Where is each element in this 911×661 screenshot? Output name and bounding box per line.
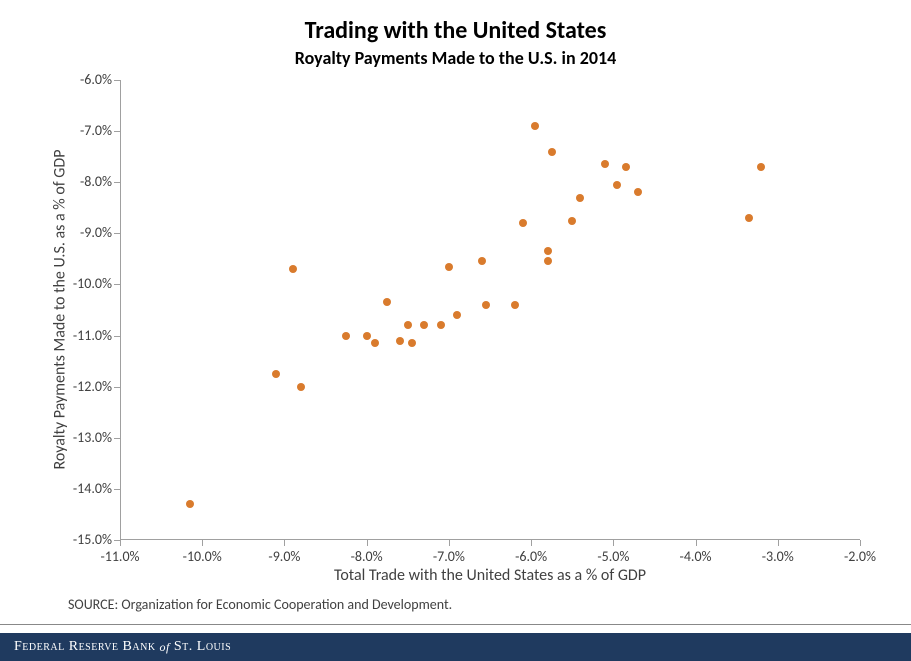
scatter-point <box>568 217 576 225</box>
scatter-point <box>383 298 391 306</box>
scatter-point <box>363 332 371 340</box>
y-tick-label: -15.0% <box>42 531 112 548</box>
y-tick-label: -10.0% <box>42 275 112 292</box>
scatter-point <box>404 321 412 329</box>
x-tick-mark <box>367 540 368 546</box>
y-tick-mark <box>114 387 120 388</box>
y-tick-label: -12.0% <box>42 378 112 395</box>
y-tick-label: -11.0% <box>42 327 112 344</box>
scatter-point <box>544 257 552 265</box>
x-tick-label: -8.0% <box>337 548 397 565</box>
scatter-point <box>371 339 379 347</box>
x-tick-label: -5.0% <box>583 548 643 565</box>
scatter-point <box>511 301 519 309</box>
chart-subtitle: Royalty Payments Made to the U.S. in 201… <box>0 47 911 69</box>
scatter-point <box>531 122 539 130</box>
x-tick-mark <box>531 540 532 546</box>
x-tick-mark <box>449 540 450 546</box>
footer-of: of <box>160 640 170 655</box>
plot-area <box>120 80 860 540</box>
source-text: SOURCE: Organization for Economic Cooper… <box>68 596 452 613</box>
scatter-point <box>420 321 428 329</box>
x-tick-label: -2.0% <box>830 548 890 565</box>
scatter-point <box>519 219 527 227</box>
scatter-point <box>548 148 556 156</box>
scatter-point <box>396 337 404 345</box>
y-tick-mark <box>114 131 120 132</box>
y-tick-mark <box>114 182 120 183</box>
chart-title: Trading with the United States <box>0 0 911 45</box>
x-tick-mark <box>613 540 614 546</box>
scatter-point <box>445 263 453 271</box>
scatter-point <box>342 332 350 340</box>
x-tick-label: -4.0% <box>666 548 726 565</box>
y-tick-label: -7.0% <box>42 122 112 139</box>
x-tick-label: -9.0% <box>254 548 314 565</box>
scatter-point <box>576 194 584 202</box>
x-tick-mark <box>860 540 861 546</box>
scatter-point <box>745 214 753 222</box>
scatter-point <box>289 265 297 273</box>
scatter-point <box>622 163 630 171</box>
x-tick-mark <box>202 540 203 546</box>
scatter-point <box>186 500 194 508</box>
x-tick-mark <box>696 540 697 546</box>
scatter-point <box>453 311 461 319</box>
x-axis-label: Total Trade with the United States as a … <box>120 566 860 585</box>
x-tick-label: -11.0% <box>90 548 150 565</box>
scatter-point <box>437 321 445 329</box>
scatter-point <box>408 339 416 347</box>
scatter-point <box>601 160 609 168</box>
x-tick-label: -6.0% <box>501 548 561 565</box>
y-tick-label: -9.0% <box>42 224 112 241</box>
y-tick-mark <box>114 233 120 234</box>
x-tick-mark <box>120 540 121 546</box>
scatter-point <box>272 370 280 378</box>
footer-bar: Federal Reserve Bank of St. Louis <box>0 633 911 661</box>
x-tick-label: -10.0% <box>172 548 232 565</box>
scatter-point <box>478 257 486 265</box>
chart-container: Trading with the United States Royalty P… <box>0 0 911 661</box>
scatter-point <box>297 383 305 391</box>
scatter-point <box>544 247 552 255</box>
x-tick-label: -7.0% <box>419 548 479 565</box>
scatter-point <box>613 181 621 189</box>
y-tick-label: -6.0% <box>42 71 112 88</box>
x-tick-mark <box>284 540 285 546</box>
y-axis-label: Royalty Payments Made to the U.S. as a %… <box>51 110 70 510</box>
y-tick-mark <box>114 284 120 285</box>
y-tick-mark <box>114 336 120 337</box>
x-tick-label: -3.0% <box>748 548 808 565</box>
y-tick-label: -14.0% <box>42 480 112 497</box>
footer-org-1: Federal Reserve Bank <box>14 639 156 655</box>
footer-org-2: St. Louis <box>174 639 231 655</box>
y-tick-label: -13.0% <box>42 429 112 446</box>
scatter-point <box>757 163 765 171</box>
scatter-point <box>634 188 642 196</box>
footer-rule <box>0 624 911 625</box>
y-tick-mark <box>114 80 120 81</box>
y-tick-mark <box>114 438 120 439</box>
y-tick-label: -8.0% <box>42 173 112 190</box>
scatter-point <box>482 301 490 309</box>
x-tick-mark <box>778 540 779 546</box>
y-tick-mark <box>114 489 120 490</box>
